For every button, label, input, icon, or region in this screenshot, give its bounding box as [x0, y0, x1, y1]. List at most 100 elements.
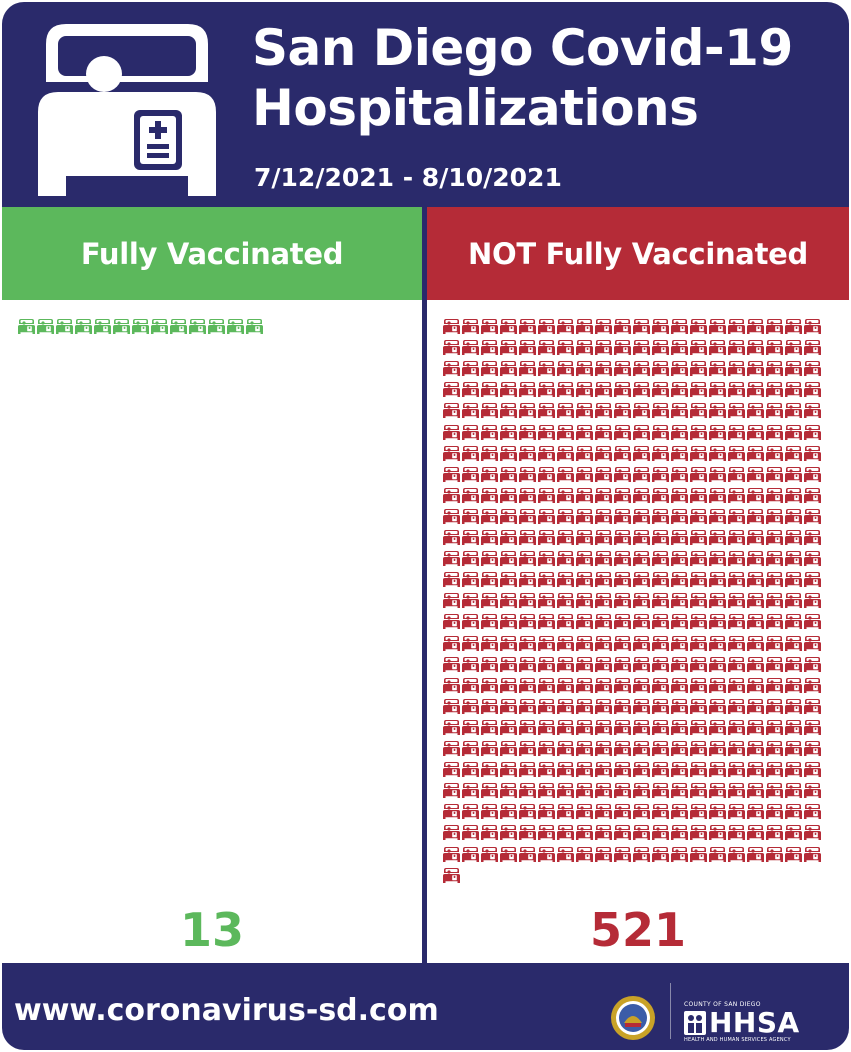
bed-icon: [481, 424, 498, 441]
bed-icon: [728, 803, 745, 820]
bed-icon: [500, 360, 517, 377]
bed-icon: [633, 803, 650, 820]
bed-icon: [614, 677, 631, 694]
bed-icon: [785, 402, 802, 419]
bed-icon: [633, 487, 650, 504]
bed-icon: [519, 360, 536, 377]
bed-icon: [614, 508, 631, 525]
county-seal-icon: [611, 996, 655, 1040]
bed-icon: [633, 677, 650, 694]
bed-icon: [614, 381, 631, 398]
bed-icon: [747, 571, 764, 588]
bed-icon: [18, 318, 35, 335]
bed-icon: [766, 592, 783, 609]
bed-icon: [557, 719, 574, 736]
bed-icon: [785, 445, 802, 462]
bed-icon: [728, 445, 745, 462]
bed-icon: [462, 761, 479, 778]
bed-icon: [766, 402, 783, 419]
bed-icon: [538, 318, 555, 335]
bed-icon: [519, 656, 536, 673]
bed-icon: [481, 381, 498, 398]
bed-icon: [227, 318, 244, 335]
bed-icon: [633, 824, 650, 841]
bed-icon: [804, 445, 821, 462]
bed-icon: [481, 824, 498, 841]
bed-icon: [747, 592, 764, 609]
bed-icon: [462, 360, 479, 377]
bed-icon: [785, 592, 802, 609]
bed-icon: [747, 761, 764, 778]
bed-icon: [443, 867, 460, 884]
fully-vaccinated-count: 13: [179, 903, 244, 957]
bed-icon: [785, 381, 802, 398]
bed-icon: [671, 761, 688, 778]
bed-icon: [519, 677, 536, 694]
bed-icon: [709, 445, 726, 462]
bed-icon: [538, 571, 555, 588]
bed-icon: [785, 550, 802, 567]
bed-icon: [595, 466, 612, 483]
bed-icon: [576, 466, 593, 483]
bed-icon: [37, 318, 54, 335]
bed-icon: [728, 740, 745, 757]
bed-icon: [671, 529, 688, 546]
bed-icon: [519, 824, 536, 841]
bed-icon: [481, 339, 498, 356]
bed-icon: [557, 487, 574, 504]
bed-icon: [690, 635, 707, 652]
bed-icon: [785, 846, 802, 863]
bed-icon: [500, 635, 517, 652]
bed-icon: [462, 719, 479, 736]
bed-icon: [709, 466, 726, 483]
bed-icon: [500, 402, 517, 419]
bed-icon: [671, 445, 688, 462]
bed-icon: [633, 635, 650, 652]
bed-icon: [690, 487, 707, 504]
bed-icon: [690, 761, 707, 778]
agency-logo: HHSA: [684, 1009, 800, 1037]
bed-icon: [113, 318, 130, 335]
bed-icon: [804, 550, 821, 567]
bed-icon: [804, 318, 821, 335]
bed-icon: [519, 487, 536, 504]
bed-icon: [652, 318, 669, 335]
bed-icon: [728, 677, 745, 694]
bed-icon: [595, 824, 612, 841]
bed-icon: [132, 318, 149, 335]
bed-icon: [652, 592, 669, 609]
bed-icon: [804, 824, 821, 841]
bed-icon: [595, 360, 612, 377]
website-link[interactable]: www.coronavirus-sd.com: [14, 993, 439, 1028]
bed-icon: [481, 487, 498, 504]
bed-icon: [785, 571, 802, 588]
bed-icon: [557, 445, 574, 462]
bed-icon: [747, 529, 764, 546]
bed-icon: [747, 402, 764, 419]
bed-icon: [747, 656, 764, 673]
bed-icon: [633, 381, 650, 398]
bed-icon: [500, 592, 517, 609]
bed-icon: [443, 339, 460, 356]
bed-icon: [747, 698, 764, 715]
bed-icon: [690, 677, 707, 694]
bed-icon: [652, 424, 669, 441]
bed-icon: [709, 677, 726, 694]
bed-icon: [747, 613, 764, 630]
bed-icon: [595, 613, 612, 630]
bed-icon: [766, 740, 783, 757]
bed-icon: [500, 487, 517, 504]
bed-icon: [519, 698, 536, 715]
bed-icon: [576, 761, 593, 778]
bed-icon: [690, 360, 707, 377]
bed-icon: [671, 571, 688, 588]
bed-icon: [481, 571, 498, 588]
bed-icon: [595, 339, 612, 356]
bed-icon: [462, 424, 479, 441]
bed-icon: [538, 803, 555, 820]
bed-icon: [614, 698, 631, 715]
bed-icon: [652, 677, 669, 694]
bed-icon: [728, 571, 745, 588]
bed-icon: [671, 466, 688, 483]
